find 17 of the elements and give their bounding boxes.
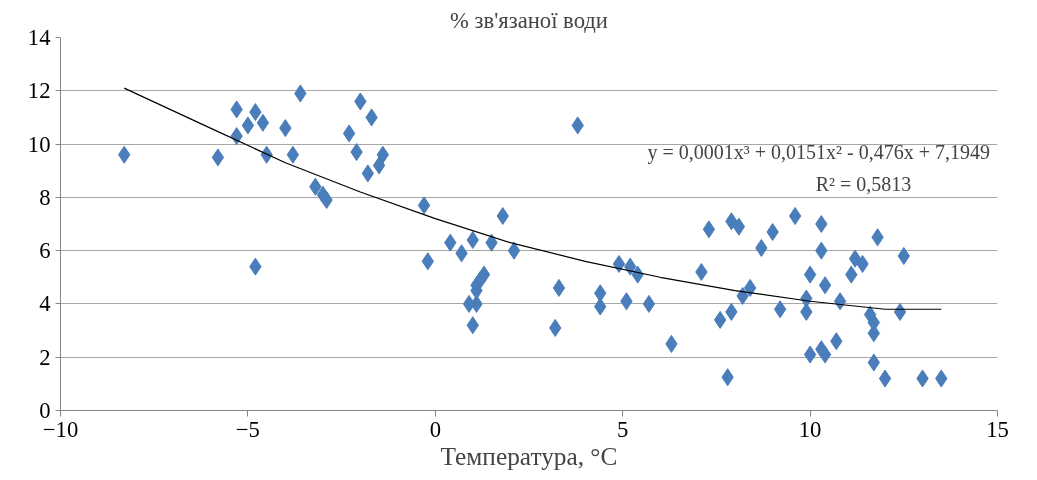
- y-tick-label: 12: [27, 78, 51, 104]
- y-tick-label: 14: [27, 25, 51, 50]
- x-axis-title: Температура, °C: [440, 441, 618, 470]
- x-tick-label: 15: [986, 416, 1009, 442]
- x-tick-label: 10: [798, 416, 822, 442]
- annotation: R² = 0,5813: [815, 172, 912, 195]
- y-tick-label: 6: [39, 238, 51, 264]
- y-tick-label: 4: [39, 291, 51, 317]
- y-tick-label: 10: [27, 131, 51, 157]
- y-tick-label: 2: [39, 344, 51, 370]
- y-tick-label: 0: [39, 398, 51, 423]
- x-tick-label: 0: [429, 416, 441, 442]
- annotation: y = 0,0001x³ + 0,0151x² - 0,476x + 7,1949: [647, 140, 991, 164]
- x-tick-label: 5: [617, 416, 629, 442]
- y-tick-label: 8: [39, 184, 51, 210]
- y-axis-title: % зв'язаної води: [450, 7, 608, 33]
- x-tick-label: −5: [235, 416, 260, 442]
